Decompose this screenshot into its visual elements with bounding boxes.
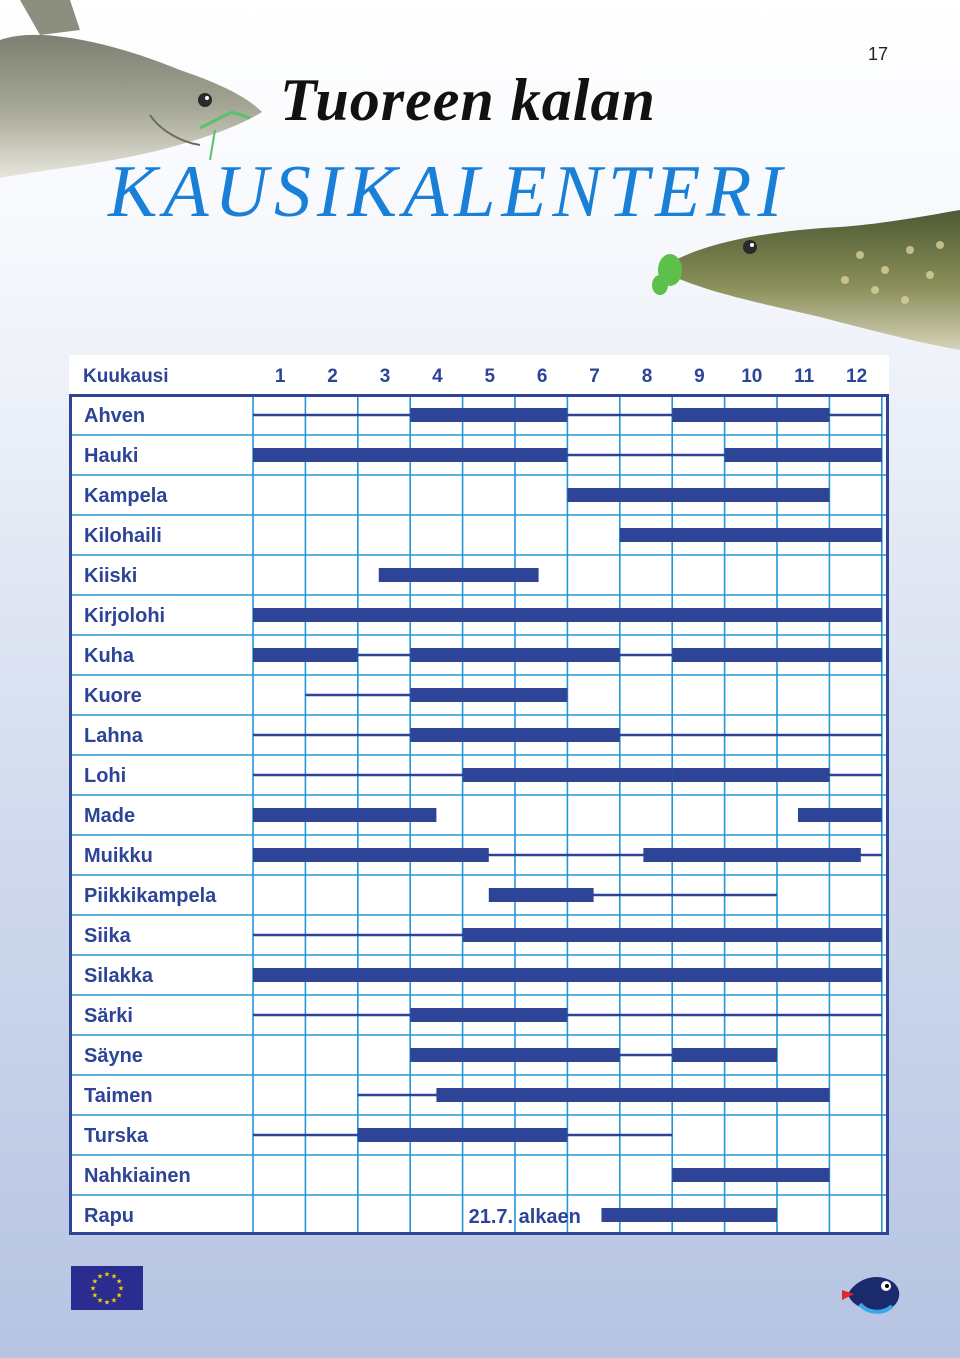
season-main-bar — [253, 968, 882, 982]
month-label: 2 — [327, 366, 338, 387]
month-label: 5 — [485, 366, 496, 387]
fish-name: Lohi — [84, 765, 126, 787]
month-label: 1 — [275, 366, 286, 387]
title-line-1: Tuoreen kalan — [280, 67, 656, 133]
eu-star: ★ — [116, 1278, 122, 1286]
eu-star: ★ — [92, 1278, 98, 1286]
month-label: 9 — [694, 366, 705, 387]
fish-name: Kuha — [84, 645, 135, 667]
season-main-bar — [410, 408, 568, 422]
month-label: 7 — [589, 366, 600, 387]
fish-name: Nahkiainen — [84, 1165, 191, 1187]
fish-name: Kilohaili — [84, 525, 162, 547]
title-line-2: KAUSIKALENTERI — [108, 151, 789, 233]
season-main-bar — [488, 888, 594, 902]
eu-star: ★ — [111, 1297, 117, 1305]
fish-name: Särki — [84, 1005, 133, 1027]
month-label: 11 — [794, 366, 815, 387]
eu-star: ★ — [90, 1285, 96, 1293]
season-main-bar — [357, 1128, 568, 1142]
month-label: 4 — [432, 366, 443, 387]
season-main-bar — [724, 448, 882, 462]
page-number: 17 — [868, 44, 889, 64]
season-main-bar — [253, 608, 882, 622]
season-main-bar — [253, 648, 358, 662]
season-main-bar — [253, 848, 489, 862]
season-main-bar — [410, 1048, 620, 1062]
table-body-background — [69, 393, 889, 1235]
season-calendar-table: Kuukausi 1 2 3 4 5 6 7 8 9 10 11 12 AhvenHaukiKampe… — [69, 355, 889, 1235]
fish-name: Kampela — [84, 485, 168, 507]
month-label: 8 — [642, 366, 653, 387]
season-main-bar — [797, 808, 882, 822]
season-main-bar — [410, 728, 620, 742]
season-main-bar — [410, 1008, 568, 1022]
eu-star: ★ — [92, 1292, 98, 1300]
fish-name: Piikkikampela — [84, 885, 217, 907]
eu-star: ★ — [104, 1271, 110, 1279]
eu-star: ★ — [97, 1297, 103, 1305]
fish-name: Taimen — [84, 1085, 153, 1107]
fish-name: Ahven — [84, 405, 145, 427]
season-main-bar — [672, 1048, 777, 1062]
fish-name: Muikku — [84, 845, 153, 867]
season-main-bar — [567, 488, 830, 502]
month-label: 12 — [846, 366, 867, 387]
season-main-bar — [253, 448, 568, 462]
eu-star: ★ — [111, 1272, 117, 1280]
season-main-bar — [253, 808, 437, 822]
season-main-bar — [672, 1168, 830, 1182]
eu-star: ★ — [97, 1272, 103, 1280]
season-main-bar — [436, 1088, 830, 1102]
eu-star: ★ — [118, 1285, 124, 1293]
fish-name: Hauki — [84, 445, 138, 467]
fish-logo-icon — [842, 1276, 900, 1314]
fish-name: Rapu — [84, 1205, 134, 1227]
table-frame — [69, 394, 889, 1235]
season-main-bar — [619, 528, 882, 542]
season-main-bar — [643, 848, 861, 862]
fish-name: Turska — [84, 1125, 149, 1147]
fish-name: Made — [84, 805, 135, 827]
month-label: 6 — [537, 366, 548, 387]
season-main-bar — [462, 768, 673, 782]
season-main-bar — [462, 928, 882, 942]
pike-fish-image — [652, 210, 960, 350]
zander-fish-image — [0, 0, 262, 178]
season-main-bar — [410, 648, 620, 662]
eu-flag-icon: ★★★★★★★★★ ★ ★★ — [71, 1266, 143, 1310]
fish-name: Silakka — [84, 965, 154, 987]
month-label: 3 — [380, 366, 391, 387]
table-header-background — [69, 355, 889, 393]
fish-name: Kuore — [84, 685, 142, 707]
fish-name: Kirjolohi — [84, 605, 165, 627]
season-main-bar — [672, 768, 830, 782]
season-main-bar — [410, 688, 568, 702]
fish-name: Säyne — [84, 1045, 143, 1067]
month-label: 10 — [741, 366, 762, 387]
fish-name: Siika — [84, 925, 132, 947]
eu-star: ★ — [104, 1299, 110, 1307]
fish-name: Lahna — [84, 725, 144, 747]
eu-star: ★ — [116, 1292, 122, 1300]
season-main-bar — [672, 408, 830, 422]
month-header-label: Kuukausi — [83, 366, 169, 387]
season-main-bar — [601, 1208, 777, 1222]
row-note: 21.7. alkaen — [469, 1206, 581, 1228]
fish-name: Kiiski — [84, 565, 137, 587]
season-main-bar — [672, 648, 882, 662]
season-main-bar — [378, 568, 539, 582]
